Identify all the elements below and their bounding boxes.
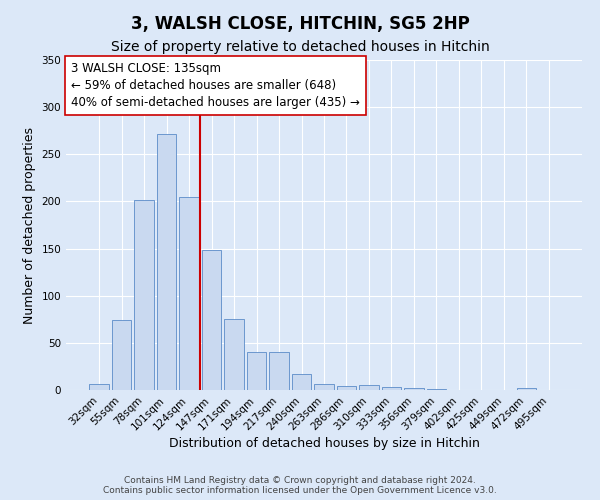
Bar (427, 389, 446, 390)
Bar (134, 200, 154, 390)
Text: Size of property relative to detached houses in Hitchin: Size of property relative to detached ho… (110, 40, 490, 54)
Bar (179, 196, 199, 390)
Bar (359, 386, 379, 390)
Bar (337, 386, 356, 390)
Bar (247, 352, 266, 390)
Bar (517, 388, 536, 390)
Text: 3, WALSH CLOSE, HITCHIN, SG5 2HP: 3, WALSH CLOSE, HITCHIN, SG5 2HP (131, 15, 469, 33)
Bar (157, 134, 176, 390)
Bar (292, 374, 311, 390)
Y-axis label: Number of detached properties: Number of detached properties (23, 126, 36, 324)
Bar (314, 384, 334, 390)
Bar (89, 384, 109, 390)
Bar (224, 320, 244, 390)
Text: Contains HM Land Registry data © Crown copyright and database right 2024.
Contai: Contains HM Land Registry data © Crown c… (103, 476, 497, 495)
Bar (269, 352, 289, 390)
Text: 3 WALSH CLOSE: 135sqm
← 59% of detached houses are smaller (648)
40% of semi-det: 3 WALSH CLOSE: 135sqm ← 59% of detached … (71, 62, 360, 108)
Bar (382, 387, 401, 390)
X-axis label: Distribution of detached houses by size in Hitchin: Distribution of detached houses by size … (169, 438, 479, 450)
Bar (202, 250, 221, 390)
Bar (112, 320, 131, 390)
Bar (404, 388, 424, 390)
